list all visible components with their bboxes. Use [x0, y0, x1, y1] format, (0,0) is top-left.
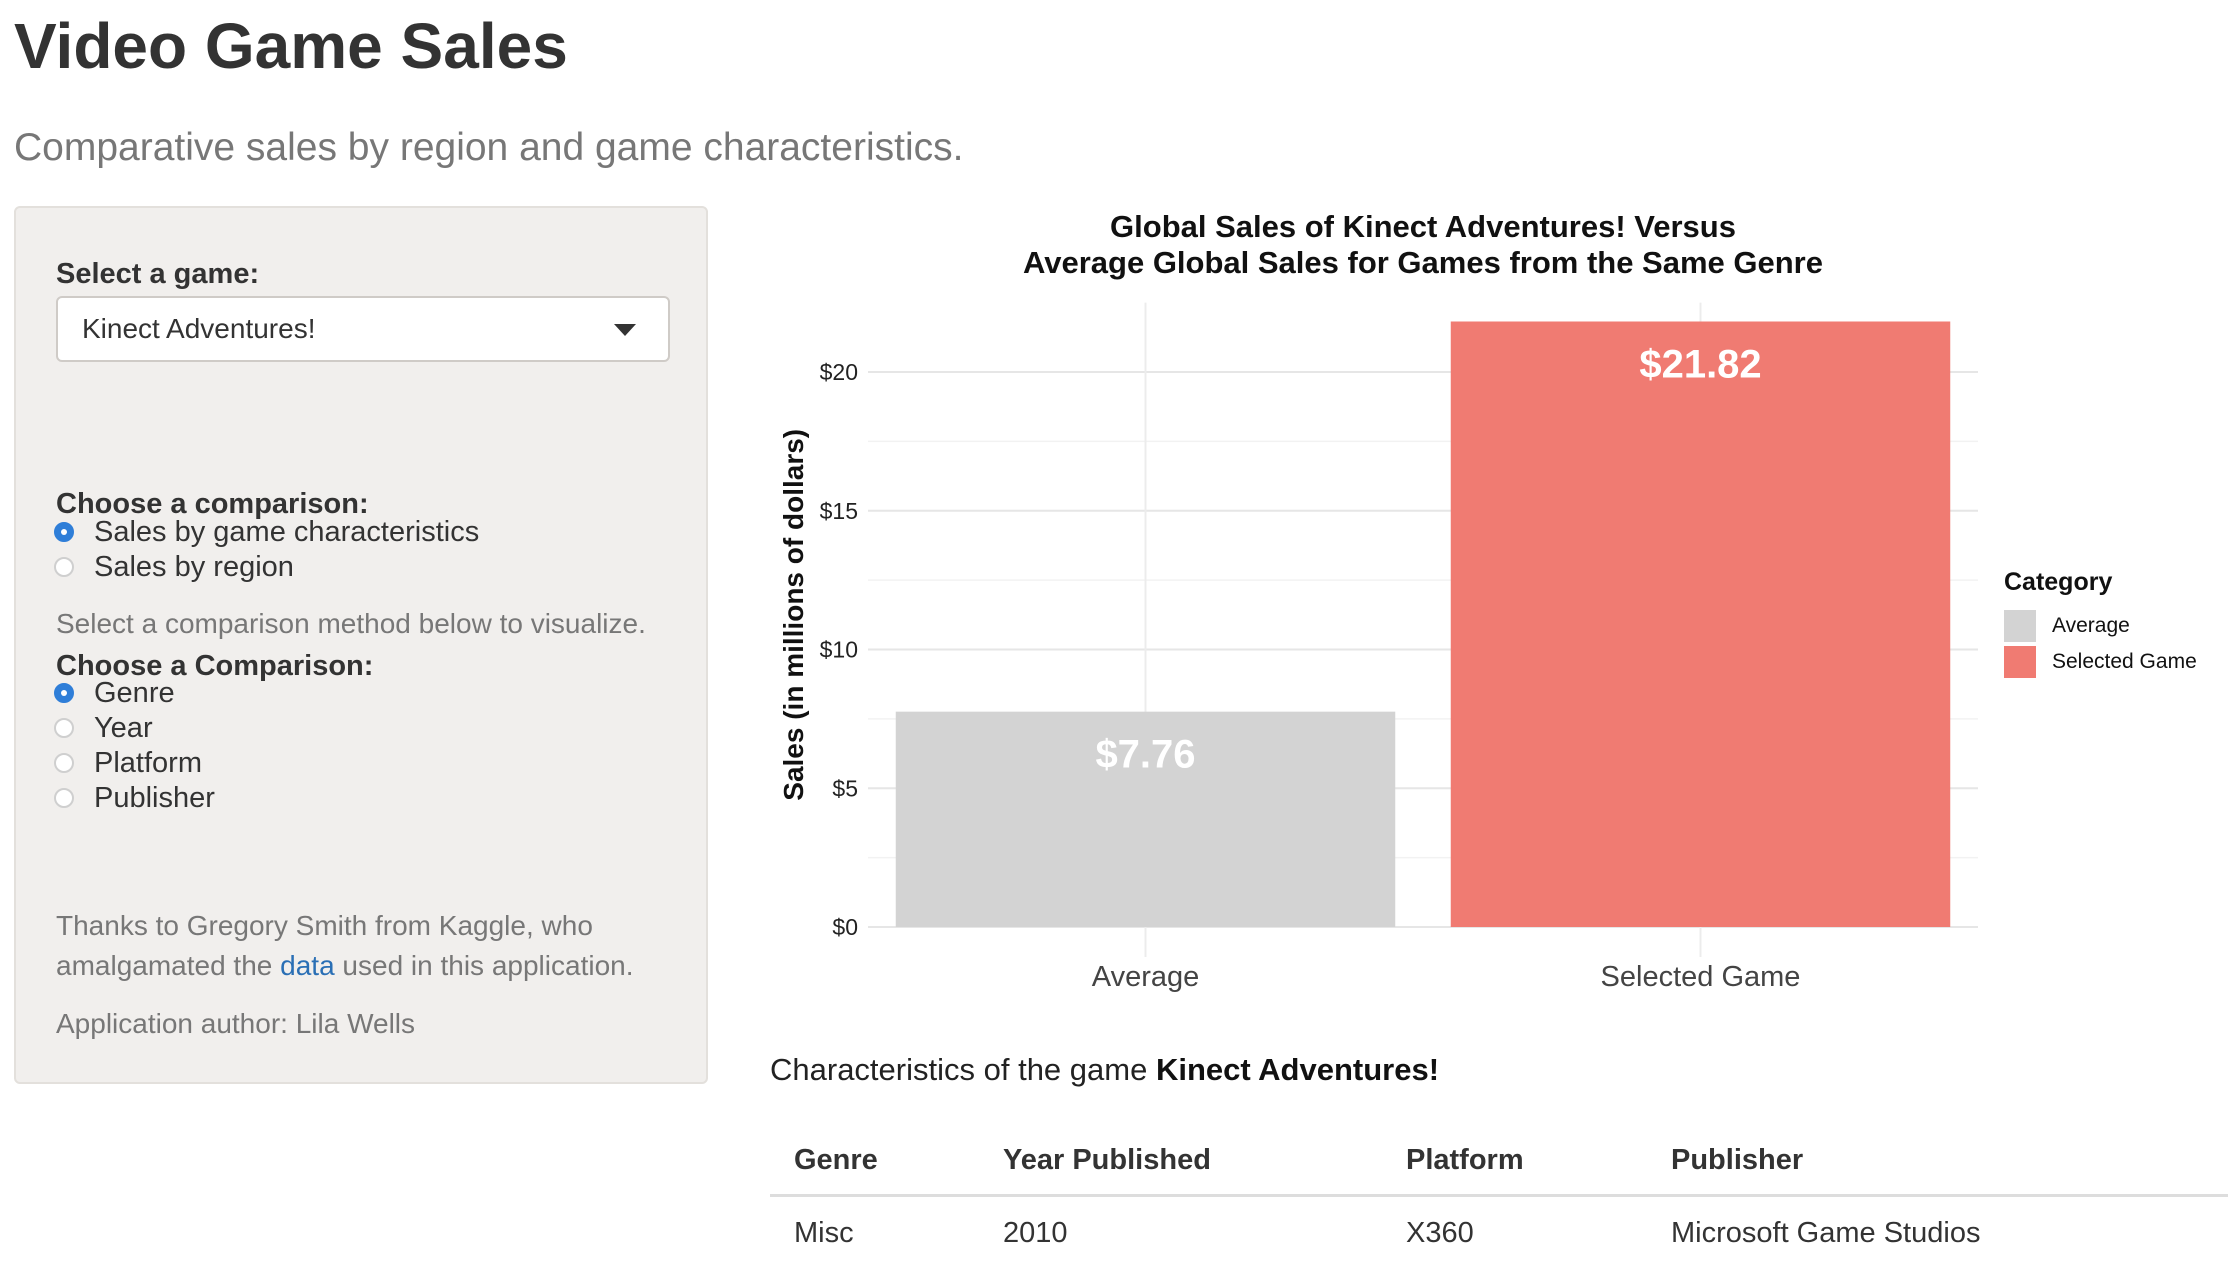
bar-value-label: $7.76	[1095, 733, 1195, 777]
page-subtitle: Comparative sales by region and game cha…	[14, 126, 964, 169]
data-link[interactable]: data	[280, 950, 335, 981]
table-cell: Misc	[794, 1217, 854, 1249]
select-game-label: Select a game:	[56, 258, 260, 290]
author-text: Application author: Lila Wells	[56, 1008, 416, 1039]
column-header: Platform	[1406, 1144, 1524, 1176]
column-header: Genre	[794, 1144, 878, 1176]
radio-year[interactable]: Year	[54, 708, 153, 748]
bar-average	[895, 711, 1396, 927]
legend-item-selected-game: Selected Game	[2004, 646, 2197, 678]
y-tick-label: $0	[832, 914, 858, 940]
table-cell: Microsoft Game Studios	[1671, 1217, 1981, 1249]
table-cell: 2010	[1003, 1217, 1068, 1249]
sidebar-panel: Select a game: Kinect Adventures! Choose…	[14, 206, 708, 1084]
bar-selected-game	[1450, 321, 1951, 927]
y-tick-label: $15	[820, 498, 858, 524]
characteristics-game: Kinect Adventures!	[1155, 1052, 1440, 1087]
attribution-before: Thanks to Gregory Smith from Kaggle, who…	[56, 910, 593, 981]
table-cell: X360	[1406, 1217, 1474, 1249]
table-header: Genre Year Published Platform Publisher	[770, 1130, 2228, 1197]
legend-item-average: Average	[2004, 610, 2130, 642]
page-title: Video Game Sales	[14, 10, 568, 82]
y-tick-label: $5	[832, 775, 858, 801]
characteristics-table: Genre Year Published Platform Publisher …	[770, 1130, 2228, 1257]
characteristics-heading: Characteristics of the game Kinect Adven…	[770, 1052, 1439, 1088]
attribution-text: Thanks to Gregory Smith from Kaggle, who…	[56, 906, 676, 986]
radio-unchecked-icon[interactable]	[54, 788, 74, 808]
column-header: Year Published	[1003, 1144, 1211, 1176]
radio-publisher[interactable]: Publisher	[54, 778, 215, 818]
legend-title: Category	[2004, 568, 2113, 596]
radio-sales-by-region[interactable]: Sales by region	[54, 547, 294, 587]
comparison-label: Choose a comparison:	[56, 488, 369, 520]
legend-label: Selected Game	[2052, 650, 2197, 673]
chevron-down-icon[interactable]	[614, 324, 636, 336]
legend-swatch	[2004, 646, 2036, 678]
comparison2-label: Choose a Comparison:	[56, 650, 374, 682]
chart-title: Global Sales of Kinect Adventures! Versu…	[1110, 209, 1736, 244]
bar-value-label: $21.82	[1639, 342, 1761, 386]
y-tick-label: $20	[820, 359, 858, 385]
radio-label: Publisher	[94, 781, 215, 814]
y-tick-label: $10	[820, 637, 858, 663]
radio-unchecked-icon[interactable]	[54, 557, 74, 577]
help-text: Select a comparison method below to visu…	[56, 608, 646, 639]
radio-label: Genre	[94, 676, 175, 709]
characteristics-prefix: Characteristics of the game	[770, 1052, 1156, 1087]
radio-label: Year	[94, 711, 153, 744]
radio-label: Platform	[94, 746, 202, 779]
sales-bar-chart: $0 $5 $10 $15 $20 $7.76 Average $21.82 Selected …	[778, 209, 1978, 993]
radio-label: Sales by region	[94, 550, 294, 583]
attribution-after: used in this application.	[334, 950, 634, 981]
y-axis-label: Sales (in millions of dollars)	[778, 429, 809, 801]
radio-sales-by-characteristics[interactable]: Sales by game characteristics	[54, 512, 479, 552]
legend-label: Average	[2052, 614, 2130, 637]
column-header: Publisher	[1671, 1144, 1804, 1176]
radio-unchecked-icon[interactable]	[54, 718, 74, 738]
game-select-value: Kinect Adventures!	[82, 313, 316, 344]
legend-swatch	[2004, 610, 2036, 642]
radio-checked-icon[interactable]	[54, 683, 74, 703]
radio-unchecked-icon[interactable]	[54, 753, 74, 773]
chart-subtitle: Average Global Sales for Games from the …	[1023, 245, 1823, 280]
x-tick-label: Selected Game	[1601, 961, 1801, 993]
radio-genre[interactable]: Genre	[54, 673, 175, 713]
radio-checked-icon[interactable]	[54, 522, 74, 542]
x-tick-label: Average	[1092, 961, 1200, 993]
game-select[interactable]: Kinect Adventures!	[56, 296, 670, 362]
radio-label: Sales by game characteristics	[94, 515, 480, 548]
radio-platform[interactable]: Platform	[54, 743, 202, 783]
table-row: Misc 2010 X360 Microsoft Game Studios	[770, 1197, 2228, 1257]
